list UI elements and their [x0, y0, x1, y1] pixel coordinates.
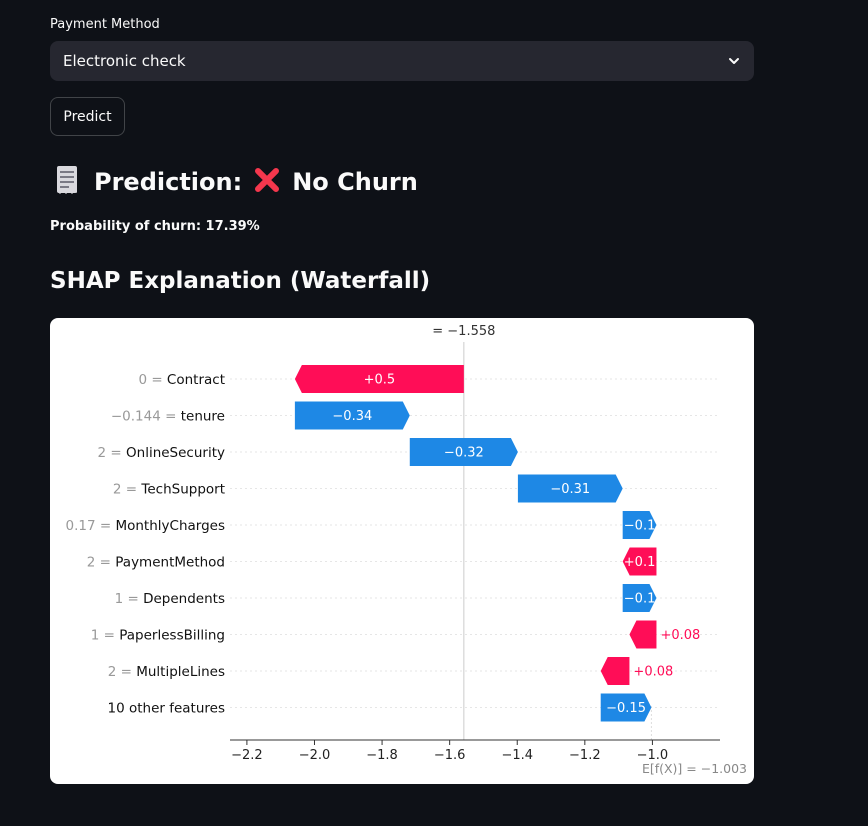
feature-name: tenure: [181, 409, 225, 425]
waterfall-bar: [622, 547, 657, 576]
waterfall-bar: [600, 657, 630, 685]
feature-name: MonthlyCharges: [115, 518, 225, 534]
x-tick-label: −1.6: [434, 748, 466, 763]
waterfall-bar: [622, 511, 657, 539]
feature-value: 2 =: [108, 664, 136, 680]
feature-name: MultipleLines: [136, 664, 225, 680]
feature-name: OnlineSecurity: [126, 445, 225, 461]
base-value-label: E[f(X)] = −1.003: [642, 761, 747, 776]
payment-method-select[interactable]: Electronic check: [50, 41, 754, 81]
feature-name: PaperlessBilling: [119, 628, 225, 644]
prediction-label: Prediction:: [94, 168, 243, 196]
payment-method-label: Payment Method: [50, 17, 160, 32]
feature-label: 0 = Contract: [138, 372, 225, 388]
churn-probability: Probability of churn: 17.39%: [50, 219, 260, 234]
x-tick-label: −1.2: [569, 748, 601, 763]
feature-name: TechSupport: [140, 482, 225, 498]
x-tick-label: −1.4: [501, 748, 533, 763]
x-tick-label: −1.0: [637, 748, 669, 763]
waterfall-bar: [294, 401, 410, 430]
waterfall-bar: [517, 474, 623, 503]
cross-mark-icon: [252, 165, 282, 199]
feature-label: 1 = PaperlessBilling: [91, 628, 225, 644]
bar-value-label: +0.08: [633, 665, 673, 680]
feature-value: 2 =: [87, 555, 115, 571]
feature-value: 2 =: [113, 482, 141, 498]
waterfall-bar: [600, 693, 652, 722]
feature-value: −0.144 =: [111, 409, 181, 425]
feature-label: 0.17 = MonthlyCharges: [66, 518, 225, 534]
feature-label: 2 = MultipleLines: [108, 664, 225, 680]
prediction-heading: Prediction: No Churn: [50, 163, 418, 201]
feature-value: 1 =: [115, 591, 143, 607]
feature-label: 1 = Dependents: [115, 591, 225, 607]
bar-value-label: −0.1: [624, 519, 656, 534]
feature-name: Contract: [167, 372, 225, 388]
waterfall-bar: [294, 365, 464, 393]
x-tick-label: −2.0: [299, 748, 331, 763]
bar-value-label: −0.31: [550, 482, 590, 497]
payment-method-select-value: Electronic check: [63, 52, 186, 70]
x-tick-label: −2.2: [231, 748, 263, 763]
receipt-icon: [50, 163, 84, 201]
feature-value: 1 =: [91, 628, 119, 644]
bar-value-label: −0.15: [606, 701, 646, 716]
waterfall-bar: [409, 438, 518, 466]
feature-value: 2 =: [98, 445, 126, 461]
prediction-value: No Churn: [292, 168, 418, 196]
shap-waterfall-chart: = −1.558 +0.5 0 = Contract −0.34 −0.144 = te…: [50, 318, 754, 784]
bar-value-label: +0.08: [660, 628, 700, 643]
feature-label: 2 = PaymentMethod: [87, 555, 225, 571]
bar-value-label: −0.32: [444, 446, 484, 461]
feature-label: 10 other features: [108, 701, 226, 717]
bar-value-label: −0.34: [332, 409, 372, 424]
bar-value-label: +0.5: [364, 373, 396, 388]
fx-value-label: = −1.558: [432, 324, 495, 339]
chevron-down-icon[interactable]: [727, 54, 741, 68]
x-tick-label: −1.8: [366, 748, 398, 763]
bar-value-label: +0.1: [624, 555, 656, 570]
feature-label: 2 = OnlineSecurity: [98, 445, 225, 461]
feature-name: Dependents: [143, 591, 225, 607]
waterfall-bar: [629, 620, 657, 649]
predict-button[interactable]: Predict: [50, 97, 125, 136]
bar-value-label: −0.1: [624, 592, 656, 607]
waterfall-svg: = −1.558 +0.5 0 = Contract −0.34 −0.144 = te…: [66, 324, 747, 776]
feature-label: 2 = TechSupport: [113, 482, 225, 498]
feature-name: 10 other features: [108, 701, 226, 717]
feature-value: 0 =: [138, 372, 166, 388]
shap-section-title: SHAP Explanation (Waterfall): [50, 268, 431, 294]
feature-value: 0.17 =: [66, 518, 116, 534]
waterfall-bar: [622, 584, 657, 612]
feature-label: −0.144 = tenure: [111, 409, 225, 425]
feature-name: PaymentMethod: [115, 555, 225, 571]
